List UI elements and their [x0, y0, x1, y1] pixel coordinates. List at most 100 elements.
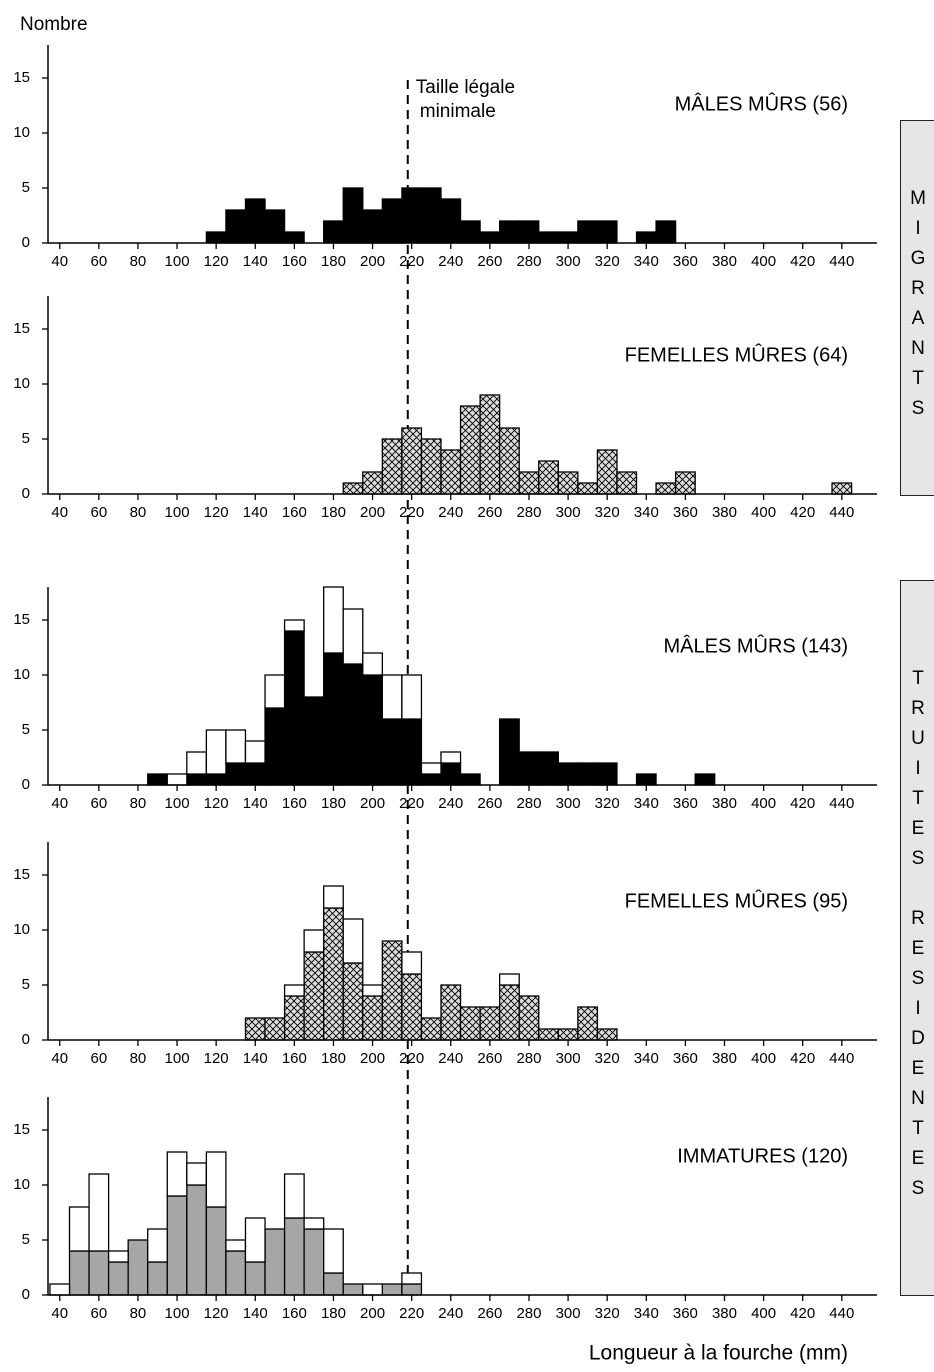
- bar: [342, 663, 364, 786]
- bar: [186, 1184, 208, 1296]
- x-tick-label: 180: [321, 1050, 346, 1067]
- bar: [283, 231, 305, 244]
- panel-title: MÂLES MÛRS (143): [664, 634, 849, 657]
- bar: [323, 220, 344, 244]
- bar: [498, 427, 520, 495]
- x-tick-label: 160: [282, 795, 307, 812]
- x-tick-label: 440: [829, 1050, 854, 1067]
- bar: [381, 674, 403, 720]
- bar: [264, 1017, 286, 1041]
- bar: [342, 482, 364, 495]
- x-tick-label: 140: [243, 504, 268, 521]
- bar: [518, 751, 540, 786]
- bar: [831, 482, 853, 495]
- bar: [596, 1028, 618, 1041]
- bar: [381, 718, 403, 786]
- y-tick-label: 0: [22, 1286, 30, 1303]
- bar: [616, 471, 638, 495]
- y-tick-label: 5: [22, 430, 30, 447]
- x-tick-label: 160: [282, 1305, 307, 1322]
- x-tick-label: 320: [595, 1305, 620, 1322]
- bar: [459, 220, 481, 244]
- bar: [323, 1272, 344, 1296]
- x-tick-label: 140: [243, 795, 268, 812]
- x-tick-label: 300: [556, 795, 581, 812]
- bar: [107, 1250, 129, 1263]
- x-tick-label: 400: [751, 504, 776, 521]
- panel-title: MÂLES MÛRS (56): [675, 92, 848, 115]
- bar: [362, 652, 383, 676]
- bar: [635, 773, 657, 786]
- x-tick-label: 400: [751, 1305, 776, 1322]
- bar: [498, 984, 520, 1041]
- bar: [440, 984, 462, 1041]
- x-tick-label: 100: [165, 253, 190, 270]
- bar: [420, 773, 442, 786]
- bar: [401, 1272, 423, 1285]
- bar: [225, 1239, 247, 1252]
- y-tick-label: 0: [22, 776, 30, 793]
- x-tick-label: 360: [673, 1050, 698, 1067]
- bar: [186, 751, 208, 775]
- bar: [694, 773, 716, 786]
- bar: [538, 460, 559, 495]
- x-tick-label: 260: [477, 504, 502, 521]
- bar: [244, 1217, 266, 1263]
- bar: [186, 1162, 208, 1186]
- bar: [577, 220, 599, 244]
- bar: [479, 1006, 501, 1041]
- x-tick-label: 140: [243, 253, 268, 270]
- x-tick-label: 120: [204, 253, 229, 270]
- y-tick-label: 0: [22, 485, 30, 502]
- x-tick-label: 60: [90, 504, 107, 521]
- y-tick-label: 5: [22, 976, 30, 993]
- x-tick-label: 120: [204, 795, 229, 812]
- bar: [577, 762, 599, 786]
- y-tick-label: 10: [13, 1176, 30, 1193]
- bar: [518, 995, 540, 1041]
- bar: [264, 707, 286, 786]
- bar: [362, 471, 383, 495]
- bar: [166, 1195, 188, 1296]
- bar: [577, 1006, 599, 1041]
- x-tick-label: 280: [516, 504, 541, 521]
- x-tick-label: 180: [321, 795, 346, 812]
- x-tick-label: 200: [360, 253, 385, 270]
- bar: [225, 1250, 247, 1296]
- x-tick-label: 220: [399, 504, 424, 521]
- x-tick-label: 320: [595, 253, 620, 270]
- bar: [303, 696, 325, 786]
- x-tick-label: 80: [130, 504, 147, 521]
- x-tick-label: 220: [399, 253, 424, 270]
- bar: [420, 187, 442, 244]
- x-tick-label: 120: [204, 504, 229, 521]
- y-tick-label: 10: [13, 375, 30, 392]
- bar: [283, 995, 305, 1041]
- x-tick-label: 180: [321, 504, 346, 521]
- x-tick-label: 40: [51, 1050, 68, 1067]
- bar: [459, 405, 481, 495]
- x-tick-label: 440: [829, 795, 854, 812]
- x-tick-label: 80: [130, 1050, 147, 1067]
- x-tick-label: 240: [438, 795, 463, 812]
- bar: [401, 674, 423, 720]
- bar: [538, 751, 559, 786]
- bar: [88, 1250, 110, 1296]
- x-tick-label: 200: [360, 504, 385, 521]
- bar: [244, 762, 266, 786]
- bar: [596, 762, 618, 786]
- bar: [401, 718, 423, 786]
- bar: [205, 231, 227, 244]
- x-tick-label: 280: [516, 1305, 541, 1322]
- x-tick-label: 340: [634, 1050, 659, 1067]
- bar: [323, 907, 344, 1041]
- bar: [538, 231, 559, 244]
- x-axis-label: Longueur à la fourche (mm): [589, 1342, 848, 1365]
- bar: [283, 984, 305, 997]
- bar: [283, 619, 305, 632]
- bar: [147, 1228, 168, 1263]
- bar: [342, 187, 364, 244]
- bar: [440, 762, 462, 786]
